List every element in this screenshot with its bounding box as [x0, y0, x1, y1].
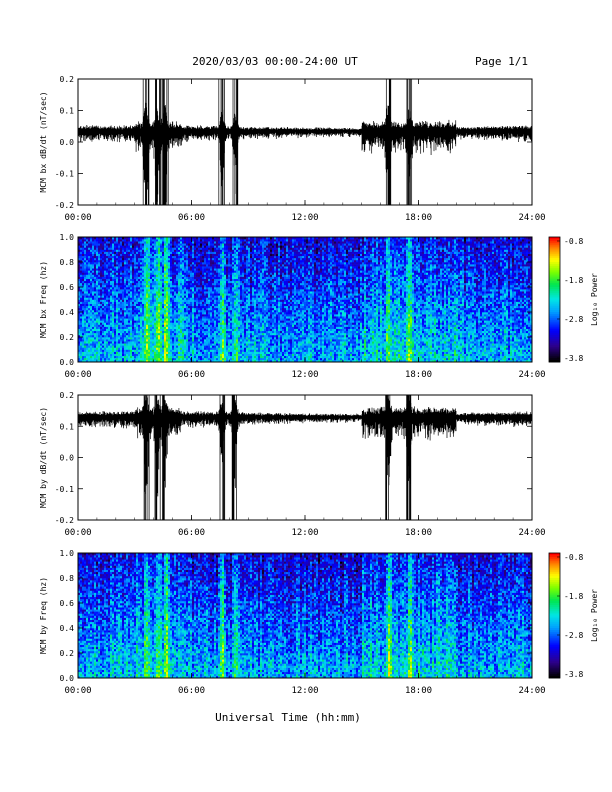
- panel-1: 00:00 06:00 12:00 18:00 24:00 -0.2 -0.1 0.0 0.1 0…: [39, 75, 546, 223]
- colorbar-tick-label: -2.8: [564, 631, 583, 640]
- y-tick-label: 0.2: [60, 391, 75, 400]
- colorbar-frame: [548, 236, 561, 363]
- y-tick-label: -0.1: [55, 170, 74, 179]
- x-tick-label: 12:00: [291, 528, 318, 538]
- x-tick-label: 00:00: [64, 213, 91, 223]
- x-tick-label: 12:00: [291, 213, 318, 223]
- y-tick-label: 0.4: [60, 624, 75, 633]
- y-tick-label: 0.0: [60, 358, 75, 367]
- x-tick-label: 24:00: [518, 370, 545, 380]
- y-tick-label: -0.2: [55, 201, 74, 210]
- y-tick-label: 0.1: [60, 422, 75, 431]
- y-tick-label: 0.2: [60, 75, 75, 84]
- x-tick-label: 00:00: [64, 528, 91, 538]
- y-tick-label: 0.0: [60, 454, 75, 463]
- y-tick-label: 0.2: [60, 649, 75, 658]
- x-tick-label: 06:00: [178, 528, 205, 538]
- colorbar-tick-label: -0.8: [564, 237, 583, 246]
- x-tick-label: 24:00: [518, 528, 545, 538]
- y-tick-label: 0.8: [60, 574, 75, 583]
- panel-4: -0.8 -1.8 -2.8 -3.8 Log₁₀ Power 00:00 06:00 12:…: [39, 549, 599, 696]
- x-tick-label: 00:00: [64, 686, 91, 696]
- colorbar-tick-label: -3.8: [564, 354, 583, 363]
- colorbar-tick-label: -1.8: [564, 592, 583, 601]
- x-tick-label: 18:00: [405, 528, 432, 538]
- panel-2: -0.8 -1.8 -2.8 -3.8 Log₁₀ Power 00:00 06:00 12:…: [39, 233, 599, 380]
- colorbar-tick-label: -3.8: [564, 670, 583, 679]
- x-tick-label: 06:00: [178, 213, 205, 223]
- y-tick-label: -0.1: [55, 485, 74, 494]
- y-tick-label: 0.0: [60, 138, 75, 147]
- panel-3: 00:00 06:00 12:00 18:00 24:00 -0.2 -0.1 0.0 0.1 0…: [39, 391, 546, 538]
- colorbar-frame: [548, 552, 561, 679]
- y-tick-label: 0.4: [60, 308, 75, 317]
- y-tick-label: 0.6: [60, 599, 75, 608]
- spectrogram: [78, 553, 532, 678]
- y-tick-label: 0.6: [60, 283, 75, 292]
- colorbar-tick-label: -1.8: [564, 276, 583, 285]
- colorbar: -0.8 -1.8 -2.8 -3.8 Log₁₀ Power: [548, 552, 599, 679]
- y-tick-label: 1.0: [60, 233, 75, 242]
- colorbar-label: Log₁₀ Power: [590, 589, 599, 642]
- x-tick-label: 18:00: [405, 370, 432, 380]
- y-axis-label: MCM bx Freq (hz): [39, 261, 48, 338]
- y-axis-label: MCM by Freq (hz): [39, 577, 48, 654]
- y-tick-label: 0.2: [60, 333, 75, 342]
- x-tick-label: 12:00: [291, 370, 318, 380]
- x-tick-label: 24:00: [518, 686, 545, 696]
- x-tick-label: 12:00: [291, 686, 318, 696]
- y-tick-label: 1.0: [60, 549, 75, 558]
- x-tick-label: 00:00: [64, 370, 91, 380]
- y-tick-label: -0.2: [55, 516, 74, 525]
- colorbar-tick-label: -2.8: [564, 315, 583, 324]
- x-tick-label: 06:00: [178, 370, 205, 380]
- y-axis-label: MCM by dB/dt (nT/sec): [39, 407, 48, 508]
- page-indicator: Page 1/1: [475, 55, 528, 68]
- x-tick-label: 18:00: [405, 213, 432, 223]
- series-trace: [78, 395, 532, 520]
- x-axis-label: Universal Time (hh:mm): [215, 711, 361, 724]
- figure-title: 2020/03/03 00:00-24:00 UT: [192, 55, 358, 68]
- spectrogram: [78, 237, 532, 362]
- colorbar: -0.8 -1.8 -2.8 -3.8 Log₁₀ Power: [548, 236, 599, 363]
- y-tick-label: 0.0: [60, 674, 75, 683]
- y-tick-label: 0.8: [60, 258, 75, 267]
- y-tick-label: 0.1: [60, 107, 75, 116]
- x-tick-label: 18:00: [405, 686, 432, 696]
- colorbar-tick-label: -0.8: [564, 553, 583, 562]
- x-tick-label: 24:00: [518, 213, 545, 223]
- colorbar-label: Log₁₀ Power: [590, 273, 599, 326]
- y-axis-label: MCM bx dB/dt (nT/sec): [39, 91, 48, 192]
- series-trace: [78, 79, 532, 205]
- x-tick-label: 06:00: [178, 686, 205, 696]
- panels: 00:00 06:00 12:00 18:00 24:00 -0.2 -0.1 0.0 0.1 0…: [39, 75, 599, 696]
